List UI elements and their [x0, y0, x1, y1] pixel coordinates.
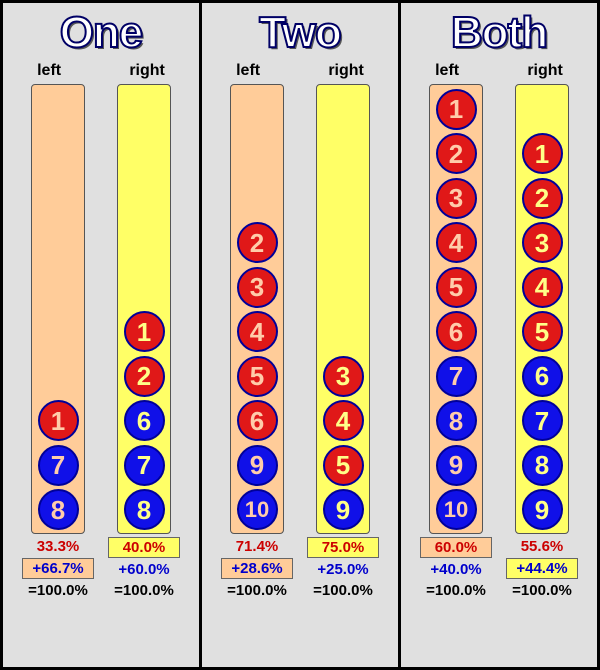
ball: 1 [522, 133, 563, 174]
columns: 1234567891060.0%+40.0%=100.0%12345678955… [401, 84, 597, 600]
left-label: left [37, 62, 61, 80]
ball: 9 [522, 489, 563, 530]
left-tube: 23456910 [230, 84, 284, 534]
left-strip: 178 33.3% +66.7% =100.0% [22, 84, 94, 600]
ball: 8 [124, 489, 165, 530]
ball: 4 [522, 267, 563, 308]
ball: 5 [436, 267, 477, 308]
columns: 17833.3%+66.7%=100.0%1267840.0%+60.0%=10… [3, 84, 199, 600]
right-pct3: =100.0% [109, 581, 179, 600]
right-pct3: =100.0% [507, 581, 577, 600]
right-label: right [328, 62, 364, 80]
ball: 10 [237, 489, 278, 530]
ball: 5 [323, 445, 364, 486]
ball: 9 [237, 445, 278, 486]
right-tube: 12678 [117, 84, 171, 534]
ball: 7 [38, 445, 79, 486]
ball: 9 [436, 445, 477, 486]
left-label: left [236, 62, 260, 80]
ball: 2 [436, 133, 477, 174]
ball: 3 [522, 222, 563, 263]
panel-one: Oneleftright17833.3%+66.7%=100.0%1267840… [0, 0, 199, 670]
panel-title: Two [259, 8, 341, 58]
ball: 3 [323, 356, 364, 397]
ball: 6 [522, 356, 563, 397]
ball: 6 [124, 400, 165, 441]
right-pct2: +44.4% [506, 558, 578, 579]
columns: 2345691071.4%+28.6%=100.0%345975.0%+25.0… [202, 84, 398, 600]
right-pct1: 55.6% [507, 537, 577, 556]
left-strip: 23456910 71.4% +28.6% =100.0% [221, 84, 293, 600]
right-label: right [129, 62, 165, 80]
ball: 1 [124, 311, 165, 352]
ball: 4 [237, 311, 278, 352]
right-strip: 123456789 55.6% +44.4% =100.0% [506, 84, 578, 600]
ball: 3 [436, 178, 477, 219]
panel-both: Bothleftright1234567891060.0%+40.0%=100.… [398, 0, 600, 670]
left-label: left [435, 62, 459, 80]
ball: 8 [522, 445, 563, 486]
diagram-root: Oneleftright17833.3%+66.7%=100.0%1267840… [0, 0, 600, 670]
left-tube: 12345678910 [429, 84, 483, 534]
ball: 6 [237, 400, 278, 441]
left-tube: 178 [31, 84, 85, 534]
right-pct2: +25.0% [308, 560, 378, 579]
sublabels: left right [401, 62, 597, 80]
left-pct3: =100.0% [222, 581, 292, 600]
ball: 6 [436, 311, 477, 352]
right-tube: 3459 [316, 84, 370, 534]
ball: 2 [237, 222, 278, 263]
ball: 5 [237, 356, 278, 397]
left-pct3: =100.0% [23, 581, 93, 600]
left-strip: 12345678910 60.0% +40.0% =100.0% [420, 84, 492, 600]
panel-title: One [60, 8, 143, 58]
ball: 7 [124, 445, 165, 486]
left-pct2: +40.0% [421, 560, 491, 579]
ball: 3 [237, 267, 278, 308]
left-pct2: +66.7% [22, 558, 94, 579]
right-strip: 3459 75.0% +25.0% =100.0% [307, 84, 379, 600]
right-pct3: =100.0% [308, 581, 378, 600]
ball: 2 [124, 356, 165, 397]
ball: 8 [38, 489, 79, 530]
ball: 4 [436, 222, 477, 263]
ball: 9 [323, 489, 364, 530]
right-strip: 12678 40.0% +60.0% =100.0% [108, 84, 180, 600]
ball: 8 [436, 400, 477, 441]
ball: 7 [436, 356, 477, 397]
ball: 4 [323, 400, 364, 441]
ball: 1 [38, 400, 79, 441]
right-pct1: 40.0% [108, 537, 180, 558]
left-pct2: +28.6% [221, 558, 293, 579]
right-pct2: +60.0% [109, 560, 179, 579]
sublabels: left right [3, 62, 199, 80]
right-label: right [527, 62, 563, 80]
left-pct3: =100.0% [421, 581, 491, 600]
ball: 10 [436, 489, 477, 530]
left-pct1: 71.4% [222, 537, 292, 556]
ball: 7 [522, 400, 563, 441]
left-pct1: 60.0% [420, 537, 492, 558]
ball: 1 [436, 89, 477, 130]
panel-title: Both [451, 8, 547, 58]
right-tube: 123456789 [515, 84, 569, 534]
left-pct1: 33.3% [23, 537, 93, 556]
right-pct1: 75.0% [307, 537, 379, 558]
panel-two: Twoleftright2345691071.4%+28.6%=100.0%34… [199, 0, 398, 670]
ball: 2 [522, 178, 563, 219]
sublabels: left right [202, 62, 398, 80]
ball: 5 [522, 311, 563, 352]
